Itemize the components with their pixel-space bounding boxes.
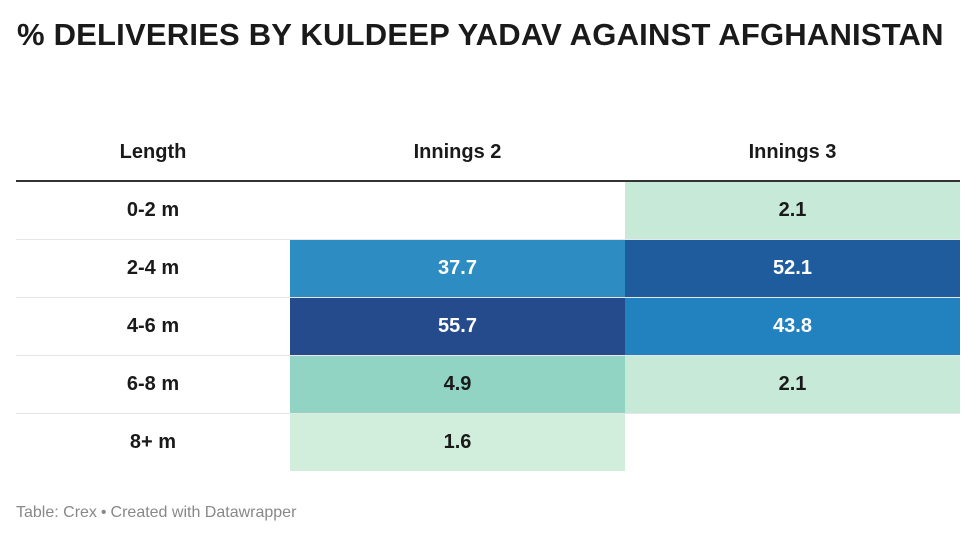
separator-dot: • — [100, 504, 107, 521]
column-header-innings-2: Innings 2 — [290, 124, 625, 182]
heatmap-cell: 43.8 — [625, 297, 960, 356]
heatmap-cell: 2.1 — [625, 181, 960, 240]
heatmap-cell: 1.6 — [290, 413, 625, 471]
chart-title: % DELIVERIES BY KULDEEP YADAV AGAINST AF… — [17, 17, 944, 52]
source-text: Table: Crex — [16, 504, 97, 521]
heatmap-table: Length Innings 2 Innings 3 0-2 m 2.1 2-4… — [16, 124, 960, 471]
row-label: 4-6 m — [16, 297, 290, 356]
source-footer: Table: Crex • Created with Datawrapper — [16, 504, 296, 522]
row-label: 6-8 m — [16, 355, 290, 414]
table-row: 4-6 m 55.7 43.8 — [16, 297, 960, 356]
heatmap-cell — [625, 413, 960, 471]
table-row: 8+ m 1.6 — [16, 413, 960, 471]
heatmap-cell — [290, 181, 625, 240]
heatmap-cell: 55.7 — [290, 297, 625, 356]
heatmap-cell: 2.1 — [625, 355, 960, 414]
heatmap-table-container: Length Innings 2 Innings 3 0-2 m 2.1 2-4… — [16, 124, 960, 471]
heatmap-cell: 4.9 — [290, 355, 625, 414]
heatmap-cell: 37.7 — [290, 239, 625, 298]
column-header-innings-3: Innings 3 — [625, 124, 960, 182]
table-body: 0-2 m 2.1 2-4 m 37.7 52.1 4-6 m 55.7 43.… — [16, 181, 960, 471]
heatmap-cell: 52.1 — [625, 239, 960, 298]
row-label: 2-4 m — [16, 239, 290, 298]
credit-text: Created with Datawrapper — [110, 504, 297, 521]
row-label: 0-2 m — [16, 181, 290, 240]
column-header-length: Length — [16, 124, 290, 182]
table-row: 6-8 m 4.9 2.1 — [16, 355, 960, 414]
table-row: 0-2 m 2.1 — [16, 181, 960, 240]
header-row: Length Innings 2 Innings 3 — [16, 124, 960, 182]
table-row: 2-4 m 37.7 52.1 — [16, 239, 960, 298]
row-label: 8+ m — [129, 431, 177, 453]
